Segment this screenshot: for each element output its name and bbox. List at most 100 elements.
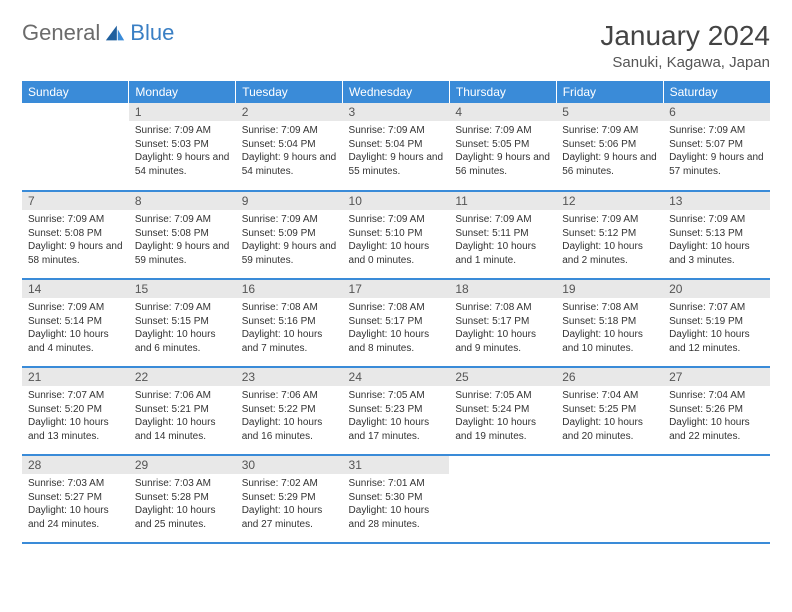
day-number: 5 [556, 103, 663, 121]
day-content: Sunrise: 7:05 AMSunset: 5:23 PMDaylight:… [343, 386, 450, 446]
calendar-day-cell: 20Sunrise: 7:07 AMSunset: 5:19 PMDayligh… [663, 279, 770, 367]
calendar-day-cell: 6Sunrise: 7:09 AMSunset: 5:07 PMDaylight… [663, 103, 770, 191]
day-content: Sunrise: 7:09 AMSunset: 5:07 PMDaylight:… [663, 121, 770, 181]
calendar-week-row: 7Sunrise: 7:09 AMSunset: 5:08 PMDaylight… [22, 191, 770, 279]
calendar-day-cell [663, 455, 770, 543]
day-content: Sunrise: 7:08 AMSunset: 5:18 PMDaylight:… [556, 298, 663, 358]
day-number: 18 [449, 280, 556, 298]
day-content: Sunrise: 7:09 AMSunset: 5:03 PMDaylight:… [129, 121, 236, 181]
day-number: 26 [556, 368, 663, 386]
day-number: 7 [22, 192, 129, 210]
calendar-day-cell: 27Sunrise: 7:04 AMSunset: 5:26 PMDayligh… [663, 367, 770, 455]
calendar-day-cell: 3Sunrise: 7:09 AMSunset: 5:04 PMDaylight… [343, 103, 450, 191]
calendar-day-cell: 22Sunrise: 7:06 AMSunset: 5:21 PMDayligh… [129, 367, 236, 455]
calendar-day-cell: 17Sunrise: 7:08 AMSunset: 5:17 PMDayligh… [343, 279, 450, 367]
calendar-week-row: 28Sunrise: 7:03 AMSunset: 5:27 PMDayligh… [22, 455, 770, 543]
day-content: Sunrise: 7:03 AMSunset: 5:27 PMDaylight:… [22, 474, 129, 534]
day-number: 11 [449, 192, 556, 210]
day-number: 28 [22, 456, 129, 474]
calendar-day-cell: 24Sunrise: 7:05 AMSunset: 5:23 PMDayligh… [343, 367, 450, 455]
day-number: 24 [343, 368, 450, 386]
day-content: Sunrise: 7:07 AMSunset: 5:19 PMDaylight:… [663, 298, 770, 358]
calendar-day-cell [449, 455, 556, 543]
calendar-day-cell [556, 455, 663, 543]
calendar-day-cell: 4Sunrise: 7:09 AMSunset: 5:05 PMDaylight… [449, 103, 556, 191]
day-content: Sunrise: 7:09 AMSunset: 5:10 PMDaylight:… [343, 210, 450, 270]
calendar-week-row: 1Sunrise: 7:09 AMSunset: 5:03 PMDaylight… [22, 103, 770, 191]
calendar-week-row: 21Sunrise: 7:07 AMSunset: 5:20 PMDayligh… [22, 367, 770, 455]
calendar-day-cell: 8Sunrise: 7:09 AMSunset: 5:08 PMDaylight… [129, 191, 236, 279]
title-block: January 2024 Sanuki, Kagawa, Japan [600, 20, 770, 71]
day-number: 17 [343, 280, 450, 298]
day-number: 12 [556, 192, 663, 210]
calendar-day-cell: 28Sunrise: 7:03 AMSunset: 5:27 PMDayligh… [22, 455, 129, 543]
day-number: 25 [449, 368, 556, 386]
calendar-day-cell: 1Sunrise: 7:09 AMSunset: 5:03 PMDaylight… [129, 103, 236, 191]
calendar-day-cell: 13Sunrise: 7:09 AMSunset: 5:13 PMDayligh… [663, 191, 770, 279]
day-number: 3 [343, 103, 450, 121]
day-content: Sunrise: 7:04 AMSunset: 5:26 PMDaylight:… [663, 386, 770, 446]
weekday-header: Tuesday [236, 81, 343, 103]
day-number: 30 [236, 456, 343, 474]
logo-text-general: General [22, 20, 100, 46]
day-number: 22 [129, 368, 236, 386]
calendar-day-cell: 10Sunrise: 7:09 AMSunset: 5:10 PMDayligh… [343, 191, 450, 279]
weekday-header: Monday [129, 81, 236, 103]
day-number: 2 [236, 103, 343, 121]
calendar-day-cell: 11Sunrise: 7:09 AMSunset: 5:11 PMDayligh… [449, 191, 556, 279]
day-content: Sunrise: 7:03 AMSunset: 5:28 PMDaylight:… [129, 474, 236, 534]
day-number: 13 [663, 192, 770, 210]
day-number: 19 [556, 280, 663, 298]
day-number: 9 [236, 192, 343, 210]
calendar-day-cell: 30Sunrise: 7:02 AMSunset: 5:29 PMDayligh… [236, 455, 343, 543]
logo-text-blue: Blue [130, 20, 174, 46]
calendar-day-cell: 29Sunrise: 7:03 AMSunset: 5:28 PMDayligh… [129, 455, 236, 543]
calendar-day-cell: 16Sunrise: 7:08 AMSunset: 5:16 PMDayligh… [236, 279, 343, 367]
day-content: Sunrise: 7:09 AMSunset: 5:08 PMDaylight:… [129, 210, 236, 270]
day-content: Sunrise: 7:09 AMSunset: 5:04 PMDaylight:… [236, 121, 343, 181]
day-content: Sunrise: 7:09 AMSunset: 5:09 PMDaylight:… [236, 210, 343, 270]
day-content: Sunrise: 7:06 AMSunset: 5:22 PMDaylight:… [236, 386, 343, 446]
weekday-header: Thursday [449, 81, 556, 103]
month-title: January 2024 [600, 20, 770, 52]
day-content: Sunrise: 7:06 AMSunset: 5:21 PMDaylight:… [129, 386, 236, 446]
calendar-day-cell: 18Sunrise: 7:08 AMSunset: 5:17 PMDayligh… [449, 279, 556, 367]
calendar-day-cell: 7Sunrise: 7:09 AMSunset: 5:08 PMDaylight… [22, 191, 129, 279]
calendar-day-cell [22, 103, 129, 191]
calendar-day-cell: 12Sunrise: 7:09 AMSunset: 5:12 PMDayligh… [556, 191, 663, 279]
calendar-day-cell: 2Sunrise: 7:09 AMSunset: 5:04 PMDaylight… [236, 103, 343, 191]
location-text: Sanuki, Kagawa, Japan [600, 54, 770, 71]
day-number: 4 [449, 103, 556, 121]
day-number: 20 [663, 280, 770, 298]
day-content: Sunrise: 7:09 AMSunset: 5:11 PMDaylight:… [449, 210, 556, 270]
day-number: 31 [343, 456, 450, 474]
day-number: 15 [129, 280, 236, 298]
day-number: 1 [129, 103, 236, 121]
day-number: 6 [663, 103, 770, 121]
calendar-day-cell: 19Sunrise: 7:08 AMSunset: 5:18 PMDayligh… [556, 279, 663, 367]
day-content: Sunrise: 7:09 AMSunset: 5:15 PMDaylight:… [129, 298, 236, 358]
weekday-header: Friday [556, 81, 663, 103]
logo: General Blue [22, 20, 174, 46]
calendar-week-row: 14Sunrise: 7:09 AMSunset: 5:14 PMDayligh… [22, 279, 770, 367]
day-number: 10 [343, 192, 450, 210]
day-number: 29 [129, 456, 236, 474]
day-number: 27 [663, 368, 770, 386]
day-number: 8 [129, 192, 236, 210]
weekday-header: Sunday [22, 81, 129, 103]
weekday-header: Wednesday [343, 81, 450, 103]
calendar-day-cell: 9Sunrise: 7:09 AMSunset: 5:09 PMDaylight… [236, 191, 343, 279]
calendar-day-cell: 25Sunrise: 7:05 AMSunset: 5:24 PMDayligh… [449, 367, 556, 455]
day-content: Sunrise: 7:08 AMSunset: 5:17 PMDaylight:… [449, 298, 556, 358]
day-content: Sunrise: 7:08 AMSunset: 5:16 PMDaylight:… [236, 298, 343, 358]
calendar-body: 1Sunrise: 7:09 AMSunset: 5:03 PMDaylight… [22, 103, 770, 543]
day-content: Sunrise: 7:09 AMSunset: 5:14 PMDaylight:… [22, 298, 129, 358]
day-number: 14 [22, 280, 129, 298]
calendar-day-cell: 26Sunrise: 7:04 AMSunset: 5:25 PMDayligh… [556, 367, 663, 455]
day-content: Sunrise: 7:04 AMSunset: 5:25 PMDaylight:… [556, 386, 663, 446]
header: General Blue January 2024 Sanuki, Kagawa… [22, 20, 770, 71]
calendar-head: SundayMondayTuesdayWednesdayThursdayFrid… [22, 81, 770, 103]
calendar-day-cell: 5Sunrise: 7:09 AMSunset: 5:06 PMDaylight… [556, 103, 663, 191]
calendar-day-cell: 15Sunrise: 7:09 AMSunset: 5:15 PMDayligh… [129, 279, 236, 367]
day-content: Sunrise: 7:02 AMSunset: 5:29 PMDaylight:… [236, 474, 343, 534]
